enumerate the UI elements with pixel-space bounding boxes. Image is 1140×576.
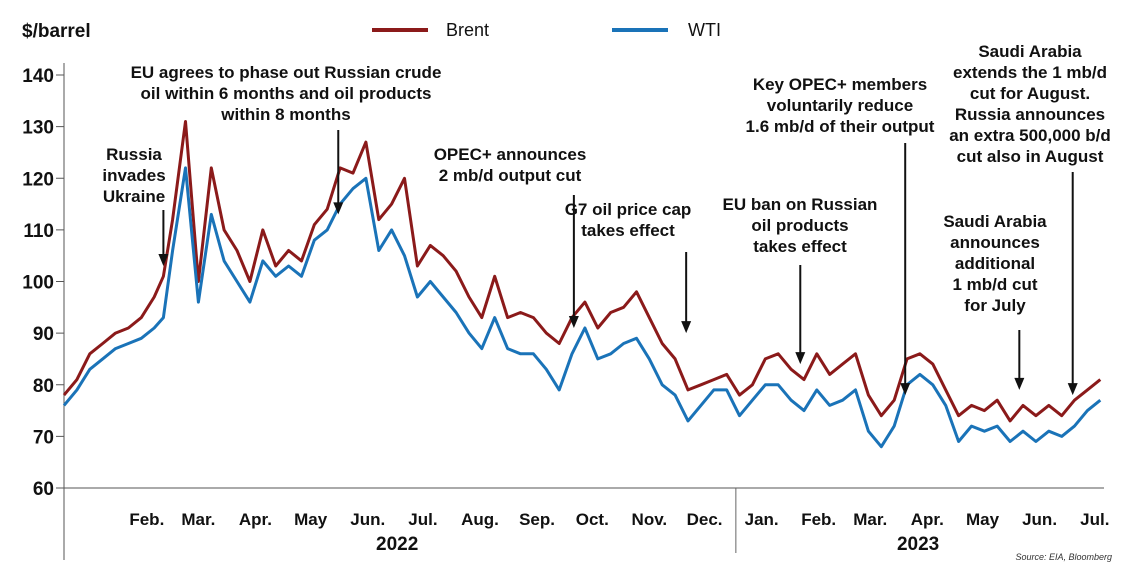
annotation-text-line: takes effect: [581, 221, 675, 240]
x-tick-label: Nov.: [632, 510, 668, 529]
annotation-arrow-head: [681, 321, 692, 334]
annotation-text-line: Russia announces: [955, 105, 1105, 124]
y-tick-label: 110: [23, 221, 54, 242]
annotation: Key OPEC+ members voluntarily reduce 1.6 m…: [746, 75, 935, 396]
annotation-text-line: Saudi Arabia: [978, 42, 1082, 61]
annotation-text-line: voluntarily reduce: [767, 96, 913, 115]
y-axis-unit-label: $/barrel: [22, 21, 91, 42]
annotation-text-line: Saudi Arabia: [943, 212, 1047, 231]
series-line-wti: [62, 166, 1102, 449]
series-lines: [62, 120, 1102, 449]
annotation-arrow-head: [795, 352, 806, 365]
x-tick-label: Sep.: [519, 510, 555, 529]
x-tick-label: Aug.: [461, 510, 499, 529]
y-axis-ticks: 60 70 80 90 100 110 120 130 140: [22, 66, 64, 500]
annotation: Russia invades Ukraine: [102, 145, 169, 267]
y-tick-label: 60: [33, 479, 54, 500]
annotation: G7 oil price cap takes effect: [565, 200, 692, 334]
x-tick-label: Feb.: [129, 510, 164, 529]
annotation-text-line: 1.6 mb/d of their output: [746, 117, 935, 136]
annotation-arrow-head: [568, 315, 579, 328]
annotation: EU ban on Russian oil products takes effec…: [723, 195, 878, 365]
x-tick-label: Mar.: [853, 510, 887, 529]
annotation-text-line: within 8 months: [220, 105, 350, 124]
annotation-text-line: G7 oil price cap: [565, 200, 692, 219]
annotation-text-line: 1 mb/d cut: [952, 275, 1037, 294]
y-tick-label: 120: [22, 169, 54, 190]
x-tick-label: Apr.: [239, 510, 272, 529]
x-tick-label: Jan.: [745, 510, 779, 529]
annotation-text-line: cut for August.: [970, 84, 1090, 103]
annotation: Saudi Arabia announces additional 1 mb/d cu…: [943, 212, 1047, 390]
x-tick-label: Feb.: [801, 510, 836, 529]
annotation-text-line: EU agrees to phase out Russian crude: [131, 63, 442, 82]
x-tick-label: Jul.: [408, 510, 437, 529]
legend: Brent WTI: [372, 20, 721, 40]
y-tick-label: 130: [22, 118, 54, 139]
annotation-text-line: oil products: [751, 216, 848, 235]
legend-wti-label: WTI: [688, 20, 721, 40]
annotation-arrow-head: [158, 254, 169, 267]
y-tick-label: 90: [33, 324, 54, 345]
annotation: EU agrees to phase out Russian crude oil …: [131, 63, 442, 215]
x-tick-label: Mar.: [181, 510, 215, 529]
year-label: 2023: [897, 534, 939, 555]
annotation-text-line: for July: [964, 296, 1026, 315]
x-tick-label: Jun.: [1022, 510, 1057, 529]
annotation-text-line: 2 mb/d output cut: [439, 166, 582, 185]
x-tick-label: Oct.: [576, 510, 609, 529]
annotation-text-line: oil within 6 months and oil products: [141, 84, 432, 103]
annotation-text-line: EU ban on Russian: [723, 195, 878, 214]
legend-brent-label: Brent: [446, 20, 489, 40]
annotation-arrow-head: [1067, 383, 1078, 396]
annotation-text-line: announces: [950, 233, 1040, 252]
annotation-text-line: OPEC+ announces: [434, 145, 587, 164]
year-label: 2022: [376, 534, 418, 555]
x-tick-label: Jul.: [1080, 510, 1109, 529]
x-axis-ticks: Feb. Mar. Apr. May Jun. Jul. Aug. Sep. Oct. Nov. D…: [129, 510, 1109, 555]
x-tick-label: May: [966, 510, 1000, 529]
y-tick-label: 100: [22, 273, 54, 294]
x-tick-label: Dec.: [687, 510, 723, 529]
annotation: OPEC+ announces 2 mb/d output cut: [434, 145, 587, 328]
annotation-text-line: invades: [102, 166, 165, 185]
annotation-text-line: extends the 1 mb/d: [953, 63, 1107, 82]
source-note: Source: EIA, Bloomberg: [1015, 552, 1112, 562]
y-tick-label: 140: [22, 66, 54, 87]
y-tick-label: 70: [33, 427, 54, 448]
annotation-arrow-head: [900, 383, 911, 396]
series-line-brent: [62, 120, 1102, 423]
y-tick-label: 80: [33, 376, 54, 397]
annotation-text-line: Russia: [106, 145, 162, 164]
annotation-arrow-head: [1014, 377, 1025, 390]
annotation-arrow-head: [333, 202, 344, 215]
annotation-text-line: takes effect: [753, 237, 847, 256]
annotation-text-line: Ukraine: [103, 187, 165, 206]
annotation-text-line: additional: [955, 254, 1035, 273]
annotation-text-line: an extra 500,000 b/d: [949, 126, 1111, 145]
axes: [63, 63, 1104, 560]
x-tick-label: Apr.: [911, 510, 944, 529]
x-tick-label: May: [294, 510, 328, 529]
annotation-text-line: Key OPEC+ members: [753, 75, 927, 94]
annotation: Saudi Arabia extends the 1 mb/d cut for Au…: [949, 42, 1111, 396]
annotation-text-line: cut also in August: [957, 147, 1104, 166]
x-tick-label: Jun.: [350, 510, 385, 529]
